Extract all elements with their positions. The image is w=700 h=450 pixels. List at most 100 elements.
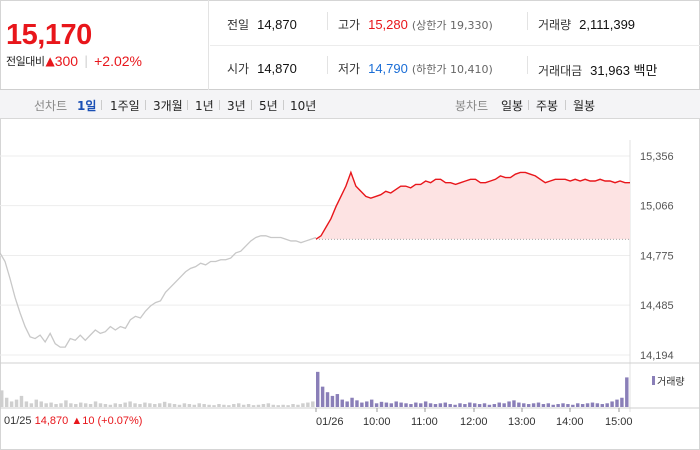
prev-day-volume-bar bbox=[237, 403, 241, 407]
today-volume-bar bbox=[345, 401, 349, 407]
divider bbox=[219, 100, 220, 110]
today-volume-bar bbox=[394, 401, 398, 407]
prev-day-volume-bar bbox=[24, 401, 29, 407]
today-volume-bar bbox=[531, 403, 536, 407]
period-10y[interactable]: 10년 bbox=[290, 99, 317, 113]
prev-day-volume-bar bbox=[108, 404, 113, 407]
prev-day-volume-bar bbox=[301, 403, 305, 407]
price-change: 전일대비 ▲ 300 | +2.02% bbox=[6, 53, 142, 69]
prev-day-volume-bar bbox=[281, 404, 285, 407]
today-volume-bar bbox=[497, 402, 501, 407]
prev-day-volume-bar bbox=[74, 404, 78, 407]
change-amount: 300 bbox=[54, 53, 79, 69]
today-volume-bar bbox=[453, 404, 457, 407]
prev-day-volume-bar bbox=[227, 405, 231, 407]
prev-day-volume-bar bbox=[9, 401, 14, 407]
prev-day-volume-bar bbox=[143, 402, 147, 407]
candle-chart-label: 봉차트 bbox=[455, 99, 489, 113]
today-volume-bar bbox=[536, 402, 541, 407]
today-series-line bbox=[315, 170, 630, 240]
today-volume-bar bbox=[384, 402, 389, 407]
period-1w[interactable]: 1주일 bbox=[110, 99, 140, 113]
stats-grid: 전일 14,870 고가 15,280 (상한가 19,330) 거래량 2,1… bbox=[210, 0, 700, 90]
prev-day-volume-bar bbox=[291, 404, 295, 407]
period-5y[interactable]: 5년 bbox=[259, 99, 278, 113]
prev-day-volume-bar bbox=[14, 399, 19, 407]
stat-value: 14,790 bbox=[368, 61, 408, 76]
today-volume-bar bbox=[590, 402, 595, 407]
prev-day-volume-bar bbox=[202, 404, 206, 407]
today-volume-bar bbox=[355, 400, 359, 407]
period-3y[interactable]: 3년 bbox=[227, 99, 246, 113]
candle-weekly[interactable]: 주봉 bbox=[536, 99, 559, 113]
today-volume-bar bbox=[580, 404, 585, 407]
today-volume-bar bbox=[389, 403, 394, 407]
today-volume-bar bbox=[482, 403, 487, 407]
today-volume-bar bbox=[330, 395, 335, 407]
today-volume-bar bbox=[419, 403, 423, 407]
y-tick-label: 15,356 bbox=[640, 151, 674, 163]
stat-value: 15,280 bbox=[368, 17, 408, 32]
period-1d[interactable]: 1일 bbox=[77, 99, 97, 113]
prev-day-volume-bar bbox=[172, 404, 177, 407]
candle-daily[interactable]: 일봉 bbox=[501, 99, 524, 113]
divider bbox=[101, 100, 102, 110]
today-volume-bar bbox=[365, 401, 369, 407]
prev-day-close: 14,870 bbox=[34, 415, 69, 427]
period-1y[interactable]: 1년 bbox=[195, 99, 214, 113]
prev-day-volume-bar bbox=[103, 404, 108, 407]
prev-day-series-line bbox=[0, 235, 317, 348]
prev-day-volume-bar bbox=[4, 397, 9, 407]
x-tick-label: 14:00 bbox=[556, 416, 584, 428]
today-volume-bar bbox=[458, 403, 462, 407]
prev-day-volume-bar bbox=[138, 404, 142, 407]
stat-label: 고가 bbox=[338, 18, 361, 32]
today-volume-bar bbox=[316, 371, 320, 407]
price-chart[interactable]: 15,356 15,066 14,775 14,485 14,194 01/26 10:00… bbox=[0, 120, 700, 450]
prev-day-volume-bar bbox=[83, 403, 88, 407]
today-volume-bar bbox=[526, 404, 531, 407]
period-3m[interactable]: 3개월 bbox=[153, 99, 183, 113]
today-volume-bar bbox=[571, 404, 575, 407]
today-volume-bar bbox=[473, 403, 477, 407]
stat-label: 거래량 bbox=[538, 18, 572, 32]
prev-day-volume-bar bbox=[128, 401, 132, 407]
prev-day-date: 01/25 bbox=[4, 415, 32, 427]
today-volume-bar bbox=[625, 377, 629, 407]
divider bbox=[283, 100, 284, 110]
volume-legend: 거래량 bbox=[652, 373, 685, 388]
prev-day-volume-bar bbox=[162, 401, 167, 407]
prev-day-volume-bar bbox=[182, 403, 187, 407]
x-tick-label: 15:00 bbox=[605, 416, 633, 428]
candle-monthly[interactable]: 월봉 bbox=[573, 99, 596, 113]
prev-day-volume-bar bbox=[88, 404, 93, 407]
today-volume-bar bbox=[561, 403, 565, 407]
stat-value: 2,111,399 bbox=[579, 17, 636, 32]
today-volume-bar bbox=[517, 402, 521, 407]
prev-day-volume-bar bbox=[276, 405, 280, 407]
today-volume-bar bbox=[512, 400, 516, 407]
current-price: 15,170 bbox=[6, 19, 92, 51]
line-chart-label: 선차트 bbox=[34, 99, 68, 113]
today-volume-bar bbox=[556, 404, 560, 407]
prev-day-volume-bar bbox=[98, 403, 103, 407]
today-volume-bar bbox=[379, 401, 384, 407]
today-volume-bar bbox=[492, 404, 497, 407]
prev-day-volume-bar bbox=[34, 399, 39, 407]
today-volume-bar bbox=[605, 403, 609, 407]
volume-swatch bbox=[652, 376, 655, 385]
stat-label: 시가 bbox=[227, 62, 250, 76]
stat-value: 14,870 bbox=[257, 17, 297, 32]
prev-day-volume-bar bbox=[49, 402, 53, 407]
prev-day-volume-bar bbox=[19, 395, 24, 407]
stat-value: 14,870 bbox=[257, 61, 297, 76]
prev-day-diff: 10 bbox=[82, 415, 95, 427]
today-volume-bar bbox=[551, 404, 555, 407]
today-volume-bar bbox=[443, 402, 447, 407]
divider bbox=[327, 56, 328, 74]
today-volume-bar bbox=[610, 401, 614, 407]
today-volume-bar bbox=[541, 404, 546, 407]
stat-open: 시가 14,870 bbox=[227, 60, 297, 77]
price-box: 15,170 전일대비 ▲ 300 | +2.02% bbox=[0, 0, 209, 90]
today-volume-bar bbox=[487, 404, 492, 407]
